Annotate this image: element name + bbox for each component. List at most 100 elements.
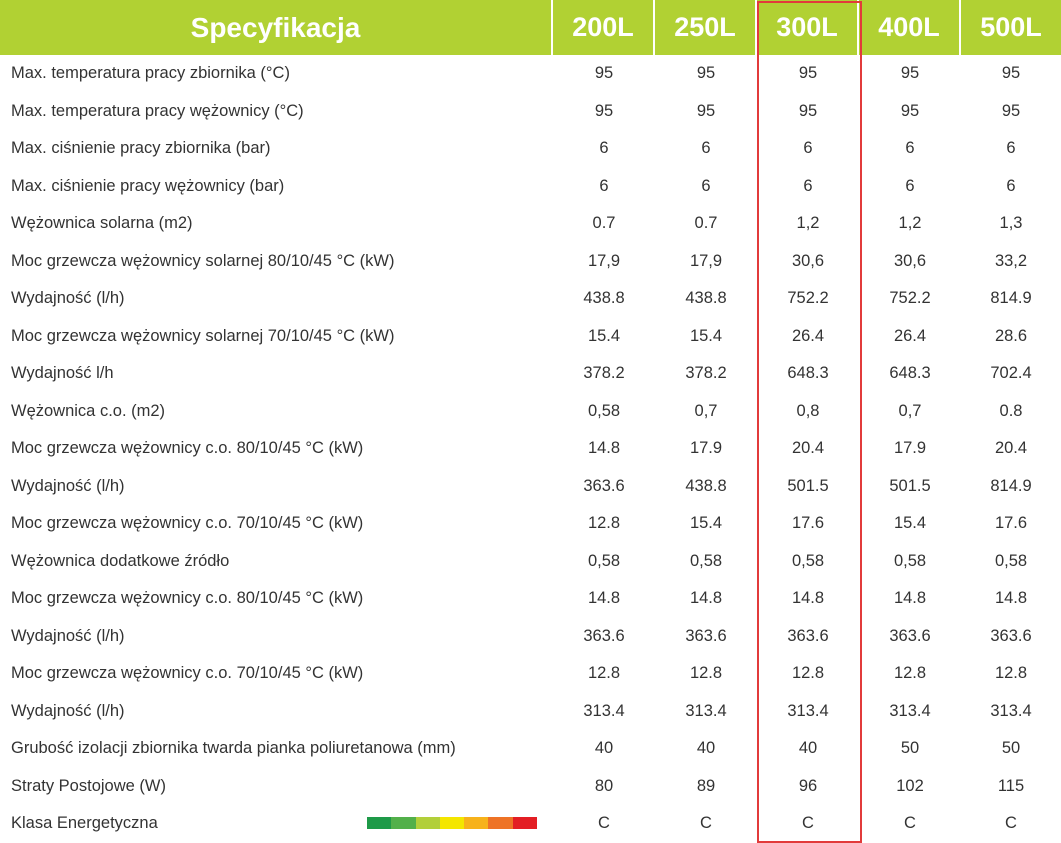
value-cell-250l: 12.8 (689, 664, 723, 683)
row-label: Wydajność (l/h) (11, 701, 125, 720)
value-cell-200l: C (598, 814, 610, 833)
value-cell-200l: 438.8 (583, 289, 625, 308)
value-cell-200l: 6 (599, 176, 609, 195)
value-cell-200l: 363.6 (583, 476, 625, 495)
value-cell-400l: 313.4 (889, 701, 931, 720)
row-label: Max. temperatura pracy wężownicy (°C) (11, 101, 304, 120)
table-row: Moc grzewcza wężownicy c.o. 70/10/45 °C … (0, 505, 1061, 543)
row-label-cell: Max. temperatura pracy wężownicy (°C) (0, 93, 553, 131)
value-cell-300l: 40 (798, 739, 818, 758)
table-row: Moc grzewcza wężownicy c.o. 80/10/45 °C … (0, 430, 1061, 468)
row-label: Moc grzewcza wężownicy solarnej 80/10/45… (11, 251, 395, 270)
value-cell-500l: 0,58 (994, 551, 1028, 570)
value-cell-300l: 95 (798, 101, 818, 120)
value-cell-400l: 501.5 (889, 476, 931, 495)
row-label: Klasa Energetyczna (11, 814, 158, 833)
energy-class-segment (439, 817, 465, 829)
row-label: Moc grzewcza wężownicy solarnej 70/10/45… (11, 326, 395, 345)
value-cell-500l: 6 (1006, 139, 1016, 158)
table-row: Klasa Energetyczna C C C C C (0, 805, 1061, 843)
value-cell-300l: 0,8 (796, 401, 820, 420)
table-row: Wężownica c.o. (m2) 0,58 0,7 0,8 0,7 0.8 (0, 393, 1061, 431)
value-cell-400l: 0,7 (898, 401, 922, 420)
value-cell-300l: 0,58 (791, 551, 825, 570)
value-cell-400l: 26.4 (893, 326, 927, 345)
value-cell-250l: 0.7 (694, 214, 718, 233)
value-cell-300l: 95 (798, 64, 818, 83)
row-label: Moc grzewcza wężownicy c.o. 80/10/45 °C … (11, 439, 364, 458)
value-cell-250l: 438.8 (685, 476, 727, 495)
row-label-cell: Moc grzewcza wężownicy c.o. 70/10/45 °C … (0, 505, 553, 543)
value-cell-200l: 14.8 (587, 439, 621, 458)
value-cell-300l: 17.6 (791, 514, 825, 533)
value-cell-300l: 1,2 (796, 214, 820, 233)
value-cell-300l: 6 (803, 176, 813, 195)
value-cell-250l: C (700, 814, 712, 833)
value-cell-400l: 17.9 (893, 439, 927, 458)
value-cell-500l: 115 (997, 776, 1025, 795)
row-label: Grubość izolacji zbiornika twarda pianka… (11, 739, 456, 758)
value-cell-300l: 501.5 (787, 476, 829, 495)
table-row: Wężownica dodatkowe źródło 0,58 0,58 0,58 0,… (0, 543, 1061, 581)
row-label-cell: Max. temperatura pracy zbiornika (°C) (0, 55, 553, 93)
value-cell-300l: 20.4 (791, 439, 825, 458)
value-cell-400l: 95 (900, 101, 920, 120)
value-cell-300l: 363.6 (787, 626, 829, 645)
value-cell-250l: 6 (701, 176, 711, 195)
row-label-cell: Wydajność (l/h) (0, 618, 553, 656)
value-cell-250l: 15.4 (689, 326, 723, 345)
value-cell-400l: C (904, 814, 916, 833)
value-cell-250l: 378.2 (685, 364, 727, 383)
row-label-cell: Wydajność l/h (0, 355, 553, 393)
value-cell-200l: 17,9 (587, 251, 621, 270)
row-label: Moc grzewcza wężownicy c.o. 70/10/45 °C … (11, 664, 364, 683)
value-cell-200l: 15.4 (587, 326, 621, 345)
value-cell-200l: 14.8 (587, 589, 621, 608)
value-cell-200l: 12.8 (587, 664, 621, 683)
row-label: Max. ciśnienie pracy wężownicy (bar) (11, 176, 285, 195)
table-row: Max. temperatura pracy wężownicy (°C) 95 9… (0, 93, 1061, 131)
row-label-cell: Grubość izolacji zbiornika twarda pianka… (0, 730, 553, 768)
value-cell-250l: 95 (696, 64, 716, 83)
header-col-200l: 200L (553, 0, 655, 55)
value-cell-300l: 14.8 (791, 589, 825, 608)
header-row: Specyfikacja 200L 250L 300L 400L 500L (0, 0, 1061, 55)
value-cell-250l: 95 (696, 101, 716, 120)
energy-class-segment (464, 817, 489, 829)
value-cell-500l: C (1005, 814, 1017, 833)
row-label-cell: Max. ciśnienie pracy wężownicy (bar) (0, 168, 553, 206)
row-label-cell: Straty Postojowe (W) (0, 768, 553, 806)
value-cell-250l: 14.8 (689, 589, 723, 608)
table-row: Straty Postojowe (W) 80 89 96 102 115 (0, 768, 1061, 806)
table-row: Grubość izolacji zbiornika twarda pianka… (0, 730, 1061, 768)
value-cell-500l: 20.4 (994, 439, 1028, 458)
value-cell-200l: 6 (599, 139, 609, 158)
value-cell-500l: 814.9 (990, 289, 1032, 308)
row-label: Wydajność (l/h) (11, 626, 125, 645)
value-cell-200l: 0,58 (587, 401, 621, 420)
table-row: Wydajność (l/h) 313.4 313.4 313.4 313.4 313.4 (0, 693, 1061, 731)
row-label: Max. temperatura pracy zbiornika (°C) (11, 64, 290, 83)
table-row: Moc grzewcza wężownicy solarnej 70/10/45… (0, 318, 1061, 356)
value-cell-400l: 648.3 (889, 364, 931, 383)
value-cell-250l: 363.6 (685, 626, 727, 645)
energy-class-segment (488, 817, 513, 829)
value-cell-300l: 12.8 (791, 664, 825, 683)
value-cell-250l: 40 (696, 739, 716, 758)
row-label-cell: Moc grzewcza wężownicy solarnej 70/10/45… (0, 318, 553, 356)
row-label: Moc grzewcza wężownicy c.o. 80/10/45 °C … (11, 589, 364, 608)
row-label: Moc grzewcza wężownicy c.o. 70/10/45 °C … (11, 514, 364, 533)
value-cell-400l: 14.8 (893, 589, 927, 608)
value-cell-400l: 6 (905, 176, 915, 195)
value-cell-300l: 648.3 (787, 364, 829, 383)
table-row: Moc grzewcza wężownicy c.o. 80/10/45 °C … (0, 580, 1061, 618)
value-cell-200l: 313.4 (583, 701, 625, 720)
table-body: Max. temperatura pracy zbiornika (°C) 95 9… (0, 55, 1061, 843)
value-cell-500l: 95 (1001, 101, 1021, 120)
value-cell-400l: 752.2 (889, 289, 931, 308)
energy-class-scale (367, 817, 537, 829)
table-row: Max. temperatura pracy zbiornika (°C) 95 9… (0, 55, 1061, 93)
row-label-cell: Wężownica solarna (m2) (0, 205, 553, 243)
table-row: Max. ciśnienie pracy zbiornika (bar) 6 6 6 6… (0, 130, 1061, 168)
value-cell-400l: 12.8 (893, 664, 927, 683)
